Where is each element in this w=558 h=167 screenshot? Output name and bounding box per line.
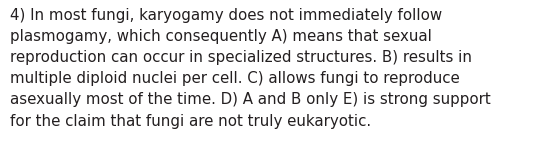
Text: 4) In most fungi, karyogamy does not immediately follow
plasmogamy, which conseq: 4) In most fungi, karyogamy does not imm… — [10, 8, 491, 129]
